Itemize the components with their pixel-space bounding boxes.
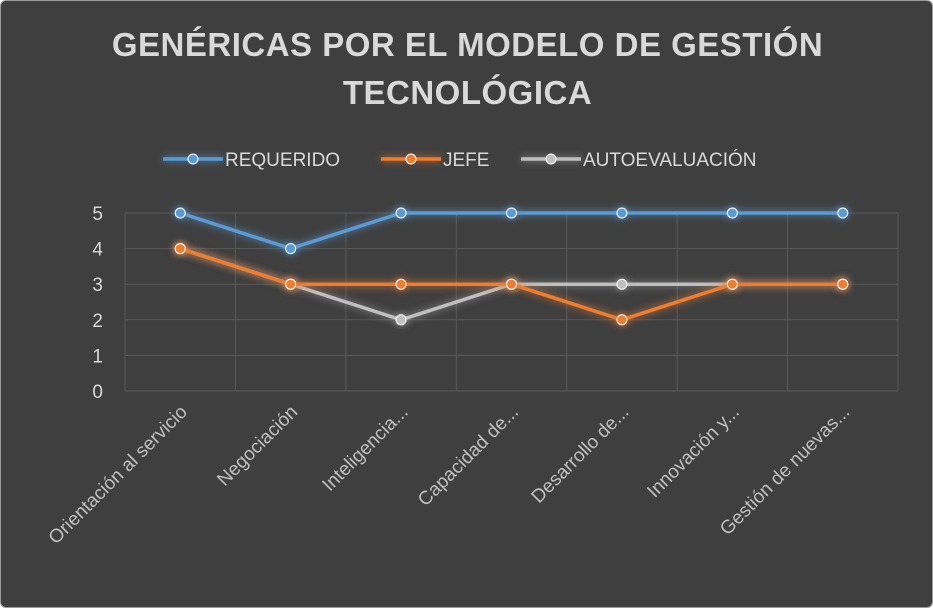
- data-point: [616, 278, 628, 290]
- legend-label: JEFE: [443, 150, 489, 171]
- data-point: [616, 207, 628, 219]
- chart-title-line-1: GENÉRICAS POR EL MODELO DE GESTIÓN: [111, 26, 824, 63]
- data-point: [726, 207, 738, 219]
- data-point: [285, 243, 297, 255]
- data-point: [395, 314, 407, 326]
- x-tick-label: Orientación al servicio: [45, 402, 192, 549]
- x-tick-label: Inteligencia...: [319, 402, 413, 496]
- data-point: [616, 314, 628, 326]
- y-tick-label: 5: [92, 204, 103, 225]
- y-tick-label: 0: [92, 382, 103, 403]
- data-point: [395, 278, 407, 290]
- y-tick-label: 3: [92, 275, 103, 296]
- x-tick-label: Desarrollo de...: [528, 402, 634, 508]
- x-tick-label: Innovación y...: [643, 402, 743, 502]
- y-tick-label: 4: [92, 240, 103, 261]
- data-point: [174, 207, 186, 219]
- data-point: [506, 278, 517, 290]
- x-tick-label: Capacidad de...: [414, 402, 523, 511]
- data-point: [837, 278, 849, 290]
- data-point: [174, 243, 186, 255]
- legend-marker: [545, 153, 557, 165]
- data-point: [506, 207, 517, 219]
- x-tick-label: Negociación: [213, 402, 302, 491]
- data-point: [395, 207, 407, 219]
- data-point: [285, 278, 297, 290]
- legend-marker: [405, 153, 417, 165]
- chart-title-line-2: TECNOLÓGICA: [342, 74, 593, 111]
- legend-label: AUTOEVALUACIÓN: [583, 149, 757, 171]
- data-point: [837, 207, 849, 219]
- y-tick-label: 2: [92, 311, 103, 332]
- y-tick-label: 1: [92, 346, 103, 367]
- legend-label: REQUERIDO: [225, 150, 340, 171]
- data-point: [726, 278, 738, 290]
- legend-marker: [187, 153, 199, 165]
